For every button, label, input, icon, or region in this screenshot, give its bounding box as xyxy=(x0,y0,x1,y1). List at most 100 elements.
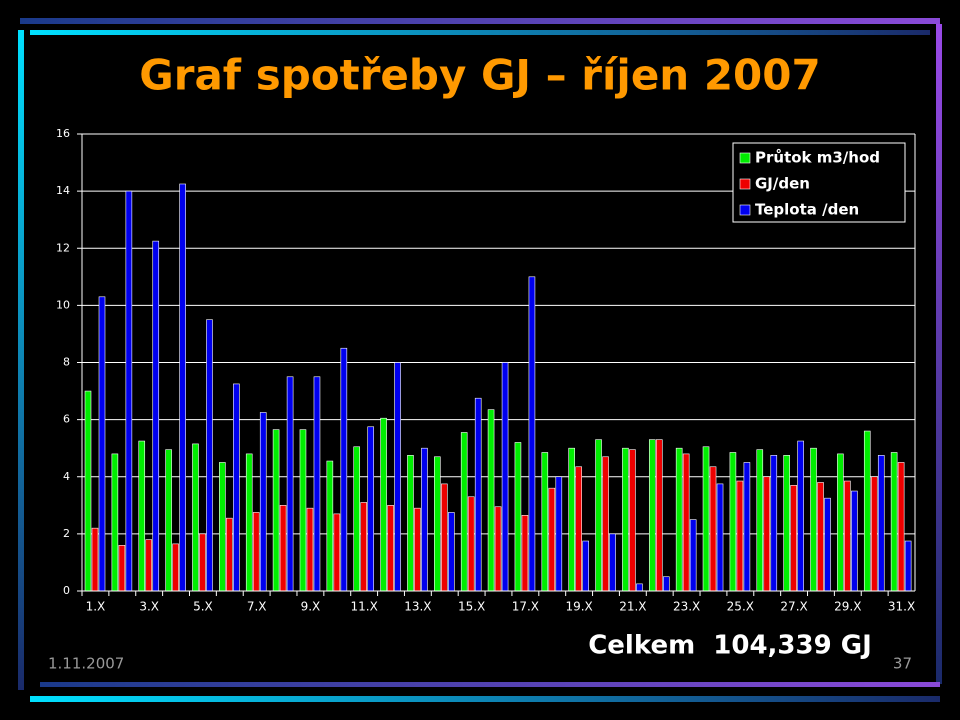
bar xyxy=(367,426,375,592)
x-tick-label: 15.X xyxy=(458,600,485,614)
x-tick-label: 1.X xyxy=(86,600,106,614)
bar xyxy=(648,439,656,592)
bar xyxy=(541,452,549,592)
bar xyxy=(790,485,797,592)
x-tick-label: 7.X xyxy=(247,600,267,614)
bar xyxy=(252,512,260,592)
legend-label: GJ/den xyxy=(755,175,810,193)
x-tick-label: 9.X xyxy=(301,600,321,614)
bar xyxy=(125,190,133,592)
bar xyxy=(494,506,502,592)
x-tick-label: 29.X xyxy=(834,600,861,614)
bar xyxy=(844,480,851,592)
bar xyxy=(448,512,455,592)
x-tick-label: 27.X xyxy=(780,600,807,614)
date: 1.11.2007 xyxy=(48,655,124,673)
bar xyxy=(340,347,348,592)
y-tick-label: 10 xyxy=(56,298,70,311)
bar xyxy=(407,455,414,592)
x-tick-label: 17.X xyxy=(512,600,539,614)
bar xyxy=(306,507,314,592)
bar xyxy=(259,412,267,592)
y-tick-label: 2 xyxy=(63,527,70,540)
bar xyxy=(709,466,717,592)
bar xyxy=(890,452,898,592)
bar xyxy=(521,515,529,592)
bar xyxy=(863,430,871,592)
bar xyxy=(98,296,106,592)
bar xyxy=(736,480,744,592)
bar xyxy=(756,449,764,592)
y-tick-label: 8 xyxy=(63,356,70,369)
decor-bar xyxy=(936,24,942,684)
x-tick-label: 3.X xyxy=(139,600,159,614)
bar xyxy=(675,447,683,592)
bar xyxy=(636,583,643,592)
bar xyxy=(206,319,213,592)
bar xyxy=(441,483,448,592)
legend xyxy=(732,142,906,223)
bar xyxy=(172,543,179,592)
bar xyxy=(179,183,186,592)
total: Celkem 104,339 GJ xyxy=(588,631,872,661)
legend-swatch xyxy=(739,152,751,164)
bar xyxy=(165,449,172,592)
bar xyxy=(460,432,468,592)
bar xyxy=(689,519,697,592)
bar xyxy=(360,502,368,592)
bar xyxy=(387,505,394,592)
bar xyxy=(414,507,421,592)
x-tick-label: 19.X xyxy=(565,600,592,614)
legend-label: Teplota /den xyxy=(755,201,859,219)
bar xyxy=(434,456,441,592)
decor-bar xyxy=(20,18,940,24)
x-tick-label: 5.X xyxy=(193,600,213,614)
bar xyxy=(662,576,670,592)
bar xyxy=(743,462,751,592)
bar xyxy=(313,376,321,592)
y-tick-label: 0 xyxy=(63,584,70,597)
bar xyxy=(851,490,858,592)
bar xyxy=(548,487,556,592)
bar xyxy=(226,517,233,592)
bar xyxy=(682,453,690,592)
bar xyxy=(199,533,206,592)
bar xyxy=(783,455,790,592)
bar xyxy=(192,443,199,592)
bar xyxy=(91,527,99,592)
x-tick-label: 11.X xyxy=(350,600,377,614)
bar xyxy=(897,462,905,592)
page-number: 37 xyxy=(893,655,912,673)
bar xyxy=(602,456,609,592)
decor-bar xyxy=(30,696,940,702)
bar xyxy=(467,496,475,592)
bar xyxy=(333,513,341,592)
bar xyxy=(380,417,387,592)
legend-swatch xyxy=(739,178,751,190)
bar xyxy=(797,440,804,592)
bar xyxy=(394,362,401,592)
bar xyxy=(595,439,602,592)
bar xyxy=(622,447,629,592)
x-tick-label: 21.X xyxy=(619,600,646,614)
bar xyxy=(655,439,663,592)
y-tick-label: 16 xyxy=(56,127,70,140)
bar xyxy=(629,449,636,592)
bar xyxy=(763,476,771,592)
bar xyxy=(245,453,253,592)
bar xyxy=(138,440,146,592)
x-tick-label: 13.X xyxy=(404,600,431,614)
bar xyxy=(272,429,280,592)
x-tick-label: 23.X xyxy=(673,600,700,614)
y-tick-label: 6 xyxy=(63,413,70,426)
bar xyxy=(817,482,824,592)
bar xyxy=(219,462,226,592)
bar xyxy=(299,429,307,592)
y-tick-label: 14 xyxy=(56,184,70,197)
bar xyxy=(837,453,844,592)
chart-title: Graf spotřeby GJ – říjen 2007 xyxy=(139,51,820,100)
bar xyxy=(877,455,885,592)
decor-bar xyxy=(40,682,940,687)
bar xyxy=(501,362,509,592)
bar xyxy=(568,447,575,592)
